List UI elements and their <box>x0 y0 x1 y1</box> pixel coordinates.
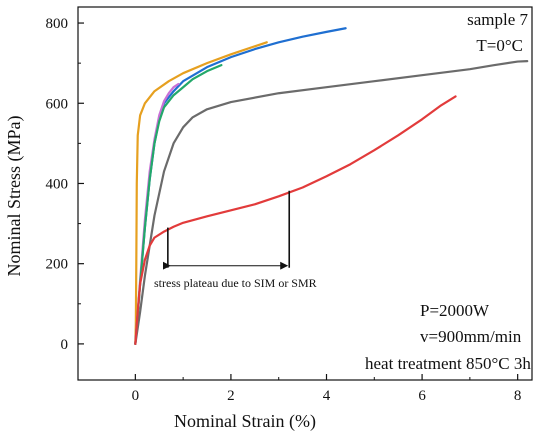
plot-border <box>77 6 533 381</box>
x-tick-label: 2 <box>227 388 235 404</box>
sample-annotation: sample 7 <box>467 10 528 29</box>
annotation-layer <box>162 190 291 270</box>
series-line-6 <box>134 95 457 345</box>
y-tick-label: 600 <box>46 96 69 112</box>
temperature-annotation: T=0°C <box>476 36 523 55</box>
y-tick-label: 800 <box>46 16 69 32</box>
y-axis-label: Nominal Stress (MPa) <box>4 116 25 277</box>
y-tick-label: 200 <box>46 257 69 273</box>
x-tick-label: 8 <box>514 388 522 404</box>
x-tick-label: 6 <box>418 388 426 404</box>
power-annotation: P=2000W <box>420 301 490 320</box>
series-line-2 <box>134 27 347 345</box>
series-layer <box>134 27 529 345</box>
heat-treatment-annotation: heat treatment 850°C 3h <box>365 354 531 373</box>
x-tick-label: 4 <box>323 388 331 404</box>
series-line-5 <box>134 60 529 345</box>
speed-annotation: v=900mm/min <box>420 327 522 346</box>
plot-frame <box>77 6 533 381</box>
series-line-1 <box>134 41 268 345</box>
x-tick-label: 0 <box>132 388 140 404</box>
y-tick-label: 0 <box>61 337 69 353</box>
y-tick-label: 400 <box>46 176 69 192</box>
x-axis-label: Nominal Strain (%) <box>174 411 316 432</box>
plateau-label: stress plateau due to SIM or SMR <box>154 276 317 290</box>
series-line-4 <box>134 64 223 345</box>
ticks-layer: 0 2 4 6 8 0 200 400 600 800 <box>46 16 522 404</box>
